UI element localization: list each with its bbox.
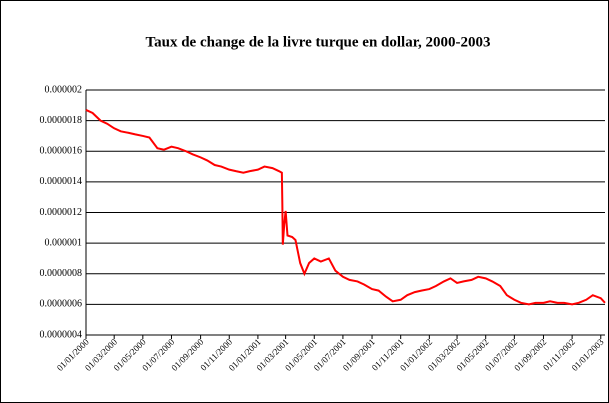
y-tick-label: 0.0000006 — [40, 299, 83, 310]
y-tick-label: 0.0000012 — [40, 207, 83, 218]
y-tick-label: 0.000002 — [45, 84, 83, 95]
chart-title: Taux de change de la livre turque en dol… — [145, 34, 490, 50]
y-tick-label: 0.000001 — [45, 237, 83, 248]
y-tick-label: 0.0000016 — [40, 146, 83, 157]
y-tick-label: 0.0000008 — [40, 268, 83, 279]
y-tick-label: 0.0000004 — [40, 329, 83, 340]
y-tick-label: 0.0000018 — [40, 115, 83, 126]
y-tick-label: 0.0000014 — [40, 176, 83, 187]
line — [85, 109, 606, 306]
